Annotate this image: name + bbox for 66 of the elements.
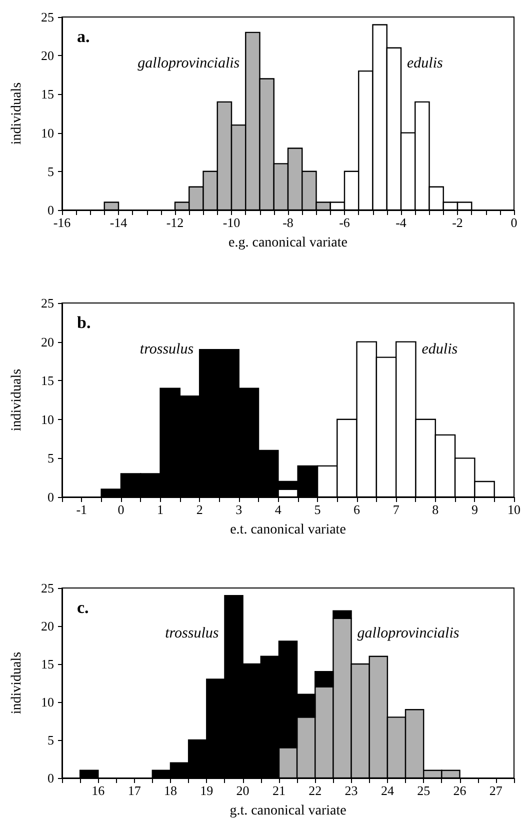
series-label: galloprovincialis	[138, 55, 240, 72]
x-tick-label: 22	[308, 783, 322, 798]
text: b.	[77, 313, 91, 332]
y-tick-label: 5	[48, 164, 54, 179]
y-tick-label: 10	[41, 694, 54, 710]
x-tick-label: -6	[339, 215, 350, 230]
x-tick-label: 21	[272, 783, 286, 798]
x-tick-label: 25	[417, 783, 430, 798]
x-tick-label: 17	[128, 783, 142, 798]
x-axis-title: e.t. canonical variate	[230, 522, 346, 538]
y-tick-label: 15	[41, 373, 54, 388]
x-tick-label: 26	[453, 783, 467, 798]
series-label: trossulus	[140, 342, 194, 358]
y-tick-label: 25	[41, 580, 54, 596]
x-tick-label: 3	[236, 502, 242, 517]
y-tick-label: 0	[48, 202, 54, 218]
text: a.	[77, 27, 90, 46]
x-tick-label: 1	[157, 502, 164, 517]
x-tick-label: -14	[110, 215, 128, 230]
x-tick-label: 18	[164, 783, 177, 798]
series-label: galloprovincialis	[357, 626, 460, 642]
y-tick-label: 5	[48, 450, 54, 466]
x-tick-label: -10	[222, 215, 240, 230]
x-tick-label: 20	[236, 783, 250, 798]
y-tick-label: 15	[41, 656, 54, 672]
x-tick-label: 4	[274, 502, 282, 517]
x-tick-label: 7	[392, 502, 400, 517]
y-tick-label: 25	[41, 296, 54, 310]
x-tick-label: 10	[508, 502, 520, 517]
x-tick-label: -16	[53, 215, 72, 230]
y-tick-label: 25	[41, 10, 54, 24]
x-tick-label: 24	[380, 783, 394, 798]
x-tick-label: 27	[489, 783, 503, 798]
x-tick-label: -1	[76, 502, 88, 517]
y-tick-label: 20	[41, 618, 54, 634]
y-axis-title: individuals	[10, 368, 24, 432]
x-tick-label: 23	[344, 783, 358, 798]
x-axis-title: g.t. canonical variate	[230, 804, 346, 818]
y-axis-title: individuals	[10, 82, 24, 145]
y-tick-label: 10	[41, 412, 54, 427]
x-tick-label: 19	[200, 783, 214, 798]
y-tick-label: 0	[48, 770, 54, 786]
x-tick-label: -4	[396, 215, 407, 230]
x-tick-label: 6	[354, 502, 361, 517]
x-tick-label: 9	[471, 502, 478, 517]
y-tick-label: 5	[48, 732, 54, 748]
x-tick-label: 5	[314, 502, 321, 517]
x-tick-label: 0	[510, 215, 518, 230]
series-label: edulis	[422, 342, 458, 358]
x-tick-label: -12	[166, 215, 184, 230]
y-tick-label: 10	[41, 125, 54, 140]
series-label: trossulus	[165, 626, 219, 642]
x-tick-label: -8	[282, 215, 294, 230]
x-tick-label: 2	[196, 502, 203, 517]
x-tick-label: 0	[118, 502, 124, 517]
x-tick-label: -2	[452, 215, 463, 230]
y-tick-label: 0	[48, 490, 54, 504]
y-tick-label: 20	[41, 48, 54, 64]
y-tick-label: 20	[41, 334, 54, 350]
y-axis-title: individuals	[10, 652, 24, 714]
text: c.	[77, 598, 89, 617]
series-label: edulis	[407, 55, 443, 72]
x-tick-label: 16	[92, 783, 106, 798]
x-tick-label: 8	[432, 502, 439, 517]
x-axis-title: e.g. canonical variate	[228, 236, 348, 250]
y-tick-label: 15	[41, 86, 54, 102]
